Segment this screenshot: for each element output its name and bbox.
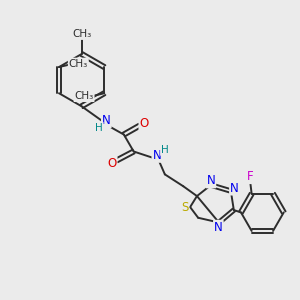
Text: F: F [247, 170, 253, 183]
Text: N: N [230, 182, 239, 194]
Text: N: N [207, 174, 215, 188]
Text: CH₃: CH₃ [74, 91, 94, 101]
Text: O: O [140, 117, 149, 130]
Text: CH₃: CH₃ [69, 58, 88, 68]
Text: H: H [95, 123, 103, 133]
Text: S: S [181, 201, 188, 214]
Text: H: H [161, 145, 169, 155]
Text: N: N [152, 149, 161, 162]
Text: CH₃: CH₃ [72, 29, 91, 39]
Text: N: N [214, 221, 223, 234]
Text: O: O [107, 157, 117, 170]
Text: N: N [102, 114, 111, 128]
